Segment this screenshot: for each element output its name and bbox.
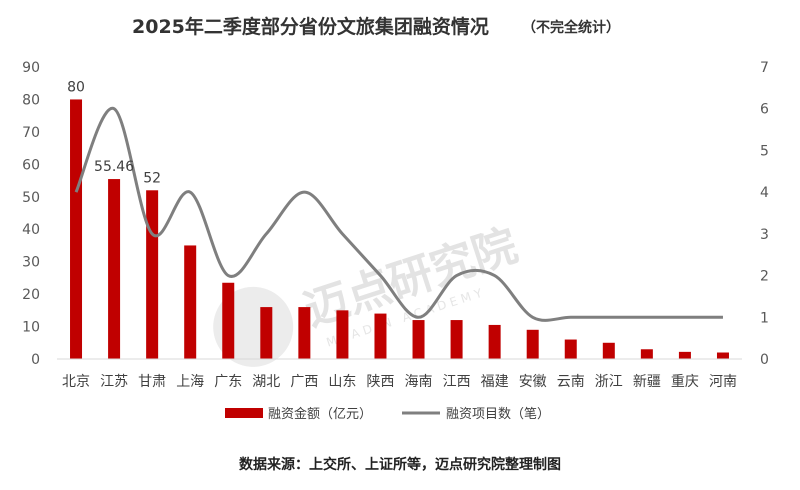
left-axis-tick-label: 30: [22, 255, 40, 271]
bar: [526, 329, 539, 359]
left-axis-tick-label: 90: [22, 60, 40, 76]
series-line: [74, 107, 723, 322]
right-axis-tick-label: 6: [760, 102, 769, 118]
right-axis-tick-label: 1: [760, 310, 769, 326]
category-label: 海南: [405, 374, 433, 390]
left-axis-tick-label: 70: [22, 125, 40, 141]
category-label: 重庆: [671, 374, 699, 390]
legend-bar-swatch: [225, 408, 263, 418]
bar-series: [70, 99, 729, 359]
left-axis-tick-label: 0: [31, 352, 40, 368]
category-label: 陕西: [366, 374, 394, 390]
category-label: 浙江: [595, 374, 623, 390]
category-label: 江苏: [100, 374, 128, 390]
bar: [678, 351, 691, 359]
left-axis-tick-label: 40: [22, 222, 40, 238]
source-note: 数据来源：上交所、上证所等，迈点研究院整理制图: [239, 456, 561, 473]
left-axis-tick-label: 10: [22, 320, 40, 336]
right-axis-tick-label: 4: [760, 185, 769, 201]
category-label: 安徽: [519, 374, 547, 390]
category-label: 上海: [176, 374, 204, 390]
bar: [184, 245, 197, 359]
bar: [298, 307, 311, 359]
category-label: 甘肃: [138, 374, 166, 390]
category-label: 广西: [290, 374, 318, 390]
category-label: 湖北: [252, 374, 280, 390]
watermark: 迈点研究院 MEADIN ACADEMY: [213, 220, 523, 367]
left-axis-tick-label: 80: [22, 92, 40, 108]
bar: [640, 349, 653, 359]
category-label: 广东: [214, 374, 242, 390]
left-axis-tick-label: 60: [22, 157, 40, 173]
right-axis-tick-label: 0: [760, 352, 769, 368]
chart-title-note: （不完全统计）: [522, 19, 620, 36]
legend: 融资金额（亿元） 融资项目数（笔）: [225, 406, 550, 422]
category-label: 江西: [443, 374, 471, 390]
bar-data-label: 55.46: [94, 159, 134, 175]
left-axis-tick-label: 20: [22, 287, 40, 303]
bar: [716, 352, 729, 359]
category-label: 新疆: [633, 374, 661, 390]
right-axis-tick-label: 7: [760, 60, 769, 76]
bar: [450, 320, 463, 359]
bar: [222, 282, 235, 359]
category-label: 云南: [557, 374, 585, 390]
category-labels: 北京 江苏 甘肃 上海 广东 湖北 广西 山东 陕西 海南 江西 福建 安徽 云南 浙江 新疆 重庆 河南: [62, 374, 737, 390]
right-axis-tick-label: 5: [760, 143, 769, 159]
category-label: 河南: [709, 374, 737, 390]
bar: [564, 339, 577, 359]
right-axis-tick-label: 3: [760, 227, 769, 243]
line-series: [74, 107, 723, 322]
bar: [374, 313, 387, 359]
legend-line-label: 融资项目数（笔）: [446, 406, 550, 422]
left-axis-tick-label: 50: [22, 190, 40, 206]
category-label: 山东: [328, 374, 356, 390]
bar: [336, 310, 349, 359]
bar: [488, 324, 501, 359]
bar-data-label: 52: [143, 170, 161, 186]
left-axis: 0 10 20 30 40 50 60 70 80 90: [22, 60, 40, 368]
chart-title: 2025年二季度部分省份文旅集团融资情况: [132, 15, 489, 38]
bar: [146, 190, 159, 359]
category-label: 北京: [62, 374, 90, 390]
right-axis: 0 1 2 3 4 5 6 7: [760, 60, 769, 368]
bar: [602, 342, 615, 359]
bar: [412, 320, 425, 359]
bar: [260, 307, 273, 359]
watermark-logo-icon: [213, 286, 294, 367]
bar: [108, 179, 121, 359]
bar-data-label: 80: [67, 79, 85, 95]
bar: [70, 99, 83, 359]
right-axis-tick-label: 2: [760, 269, 769, 285]
data-labels: 80 55.46 52: [67, 79, 161, 186]
category-label: 福建: [481, 374, 509, 390]
legend-bar-label: 融资金额（亿元）: [268, 406, 372, 422]
